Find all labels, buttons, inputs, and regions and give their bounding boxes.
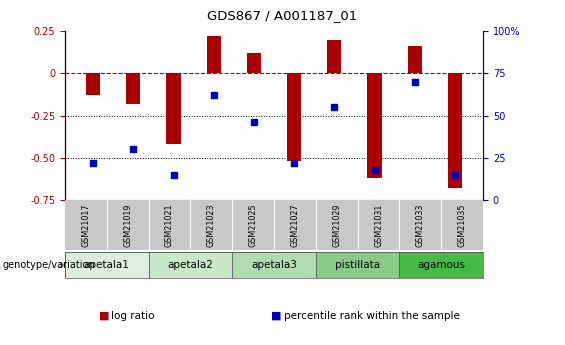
Text: GSM21023: GSM21023 bbox=[207, 203, 216, 247]
Text: GSM21021: GSM21021 bbox=[165, 203, 174, 247]
Bar bbox=[207, 36, 221, 73]
Point bbox=[89, 160, 98, 166]
Bar bbox=[65, 252, 149, 278]
Text: apetala2: apetala2 bbox=[167, 260, 214, 270]
Text: GSM21019: GSM21019 bbox=[123, 203, 132, 247]
Text: pistillata: pistillata bbox=[335, 260, 380, 270]
Point bbox=[169, 172, 178, 177]
Text: log ratio: log ratio bbox=[111, 311, 155, 321]
Point bbox=[450, 172, 459, 177]
Point bbox=[209, 92, 218, 98]
Bar bbox=[367, 73, 381, 178]
Text: GDS867 / A001187_01: GDS867 / A001187_01 bbox=[207, 9, 358, 22]
Text: GSM21033: GSM21033 bbox=[416, 204, 425, 247]
Bar bbox=[448, 73, 462, 188]
Bar bbox=[232, 252, 316, 278]
Bar bbox=[408, 46, 421, 73]
Text: agamous: agamous bbox=[418, 260, 465, 270]
Bar bbox=[399, 252, 483, 278]
Bar bbox=[167, 73, 181, 144]
Text: GSM21025: GSM21025 bbox=[249, 203, 258, 247]
Bar bbox=[149, 252, 232, 278]
Text: GSM21029: GSM21029 bbox=[332, 203, 341, 247]
Point bbox=[330, 104, 339, 110]
Text: ■: ■ bbox=[99, 311, 110, 321]
Point bbox=[290, 160, 299, 166]
Text: percentile rank within the sample: percentile rank within the sample bbox=[284, 311, 459, 321]
Point bbox=[249, 120, 258, 125]
Text: genotype/variation: genotype/variation bbox=[3, 260, 95, 270]
Text: GSM21031: GSM21031 bbox=[374, 204, 383, 247]
Bar bbox=[316, 252, 399, 278]
Bar bbox=[127, 73, 140, 104]
Point bbox=[370, 167, 379, 172]
Text: ■: ■ bbox=[271, 311, 282, 321]
Text: GSM21035: GSM21035 bbox=[458, 203, 467, 247]
Text: GSM21027: GSM21027 bbox=[290, 203, 299, 247]
Text: GSM21017: GSM21017 bbox=[81, 203, 90, 247]
Bar bbox=[327, 39, 341, 73]
Bar bbox=[86, 73, 100, 95]
Bar bbox=[287, 73, 301, 161]
Bar bbox=[247, 53, 261, 73]
Text: apetala3: apetala3 bbox=[251, 260, 297, 270]
Point bbox=[129, 147, 138, 152]
Text: apetala1: apetala1 bbox=[84, 260, 130, 270]
Point bbox=[410, 79, 419, 85]
